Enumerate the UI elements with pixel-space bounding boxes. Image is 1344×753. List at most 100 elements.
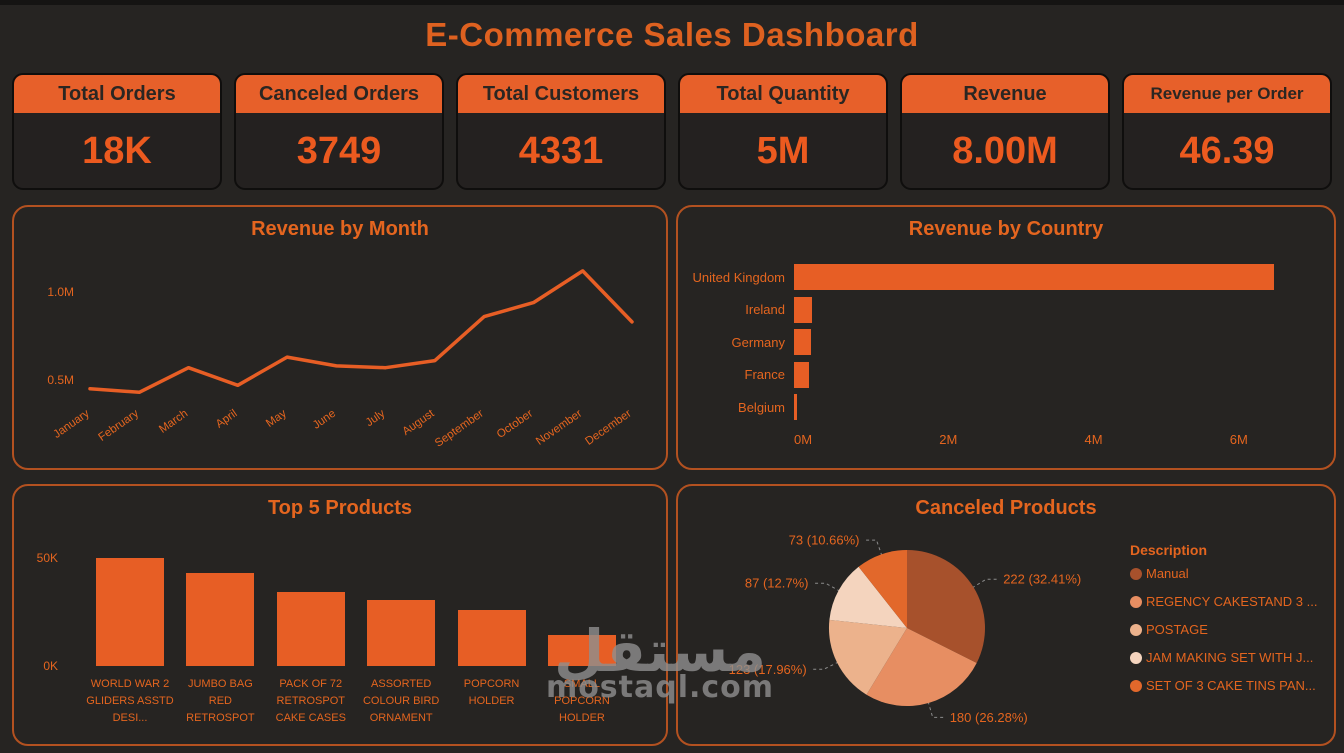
x-axis-tick: July — [364, 407, 388, 429]
top-5-products-chart[interactable] — [86, 558, 626, 666]
y-axis-tick: 50K — [36, 551, 58, 565]
country-bar[interactable] — [794, 264, 1275, 290]
legend-dot-icon — [1130, 679, 1142, 692]
product-bar[interactable] — [367, 599, 436, 666]
country-bar[interactable] — [794, 394, 797, 420]
revenue-by-country-chart[interactable]: United Kingdom Ireland Germany France Be… — [686, 264, 1326, 450]
legend-dot-icon — [1130, 623, 1142, 636]
country-row[interactable]: United Kingdom — [686, 264, 1326, 290]
pie-slice-1[interactable] — [866, 628, 977, 707]
x-axis-tick: December — [583, 408, 633, 448]
pie-callout-line — [811, 661, 839, 670]
product-label: ASSORTED COLOUR BIRD ORNAMENT — [362, 678, 440, 725]
legend-label: Manual — [1146, 566, 1189, 581]
pie-callout-line — [927, 701, 945, 718]
chart-title: Canceled Products — [915, 497, 1097, 519]
pie-legend-items: Manual REGENCY CAKESTAND 3 ... POSTAGE J… — [1130, 566, 1330, 693]
pie-callout-line — [813, 582, 841, 592]
pie-slice-2[interactable] — [828, 619, 907, 695]
kpi-label: Revenue — [902, 75, 1108, 113]
product-bar[interactable] — [457, 609, 526, 666]
product-bar[interactable] — [276, 592, 345, 666]
canceled-products-card: Canceled Products 222 (32.41%) 180 (26.28… — [676, 484, 1336, 746]
product-label: JUMBO BAG RED RETROSPOT — [186, 678, 255, 725]
x-axis-tick: November — [534, 408, 584, 448]
x-axis: 0M 2M 4M 6M — [686, 432, 1326, 450]
pie-callout-label: 180 (26.28%) — [950, 710, 1028, 725]
x-axis-tick: 4M — [1084, 432, 1103, 447]
legend-label: SET OF 3 CAKE TINS PAN... — [1146, 678, 1316, 693]
legend-item[interactable]: JAM MAKING SET WITH J... — [1130, 650, 1330, 665]
legend-label: REGENCY CAKESTAND 3 ... — [1146, 594, 1318, 609]
country-bar[interactable] — [794, 296, 813, 323]
legend-item[interactable]: SET OF 3 CAKE TINS PAN... — [1130, 678, 1330, 693]
legend-dot-icon — [1130, 651, 1142, 664]
pie-callout-label: 73 (10.66%) — [789, 533, 860, 548]
y-axis-tick: 0.5M — [47, 373, 74, 387]
kpi-label: Total Quantity — [680, 75, 886, 113]
legend-label: JAM MAKING SET WITH J... — [1146, 650, 1314, 665]
y-axis-tick: 0K — [43, 659, 58, 673]
x-axis-tick: January — [51, 407, 92, 440]
kpi-row: Total Orders 18K Canceled Orders 3749 To… — [12, 73, 1332, 190]
product-label: SMALL POPCORN HOLDER — [554, 678, 610, 725]
country-label: Ireland — [745, 302, 785, 317]
country-bar[interactable] — [794, 361, 809, 388]
kpi-value: 4331 — [518, 130, 604, 172]
revenue-by-country-card: Revenue by Country United Kingdom Irelan… — [676, 205, 1336, 470]
x-axis-tick: 6M — [1229, 432, 1248, 447]
product-label: WORLD WAR 2 GLIDERS ASSTD DESI... — [86, 678, 174, 725]
kpi-card-revenue[interactable]: Revenue 8.00M — [900, 73, 1110, 190]
country-row[interactable]: Belgium — [686, 394, 1326, 420]
pie-callout-label: 222 (32.41%) — [1003, 572, 1081, 587]
kpi-value: 46.39 — [1179, 130, 1275, 172]
kpi-card-revenue-per-order[interactable]: Revenue per Order 46.39 — [1122, 73, 1332, 190]
legend-item[interactable]: REGENCY CAKESTAND 3 ... — [1130, 594, 1330, 609]
pie-slice-0[interactable] — [907, 550, 985, 663]
kpi-label: Total Orders — [14, 75, 220, 113]
kpi-label: Revenue per Order — [1124, 75, 1330, 113]
chart-title: Revenue by Month — [251, 218, 429, 240]
kpi-value: 5M — [756, 130, 810, 172]
x-axis-tick: August — [400, 407, 437, 438]
x-axis-tick: May — [264, 407, 289, 429]
pie-slice-4[interactable] — [858, 550, 907, 628]
canceled-products-pie[interactable]: 222 (32.41%) 180 (26.28%) 123 (17.96%) 87 (… — [678, 486, 1128, 744]
y-axis-tick: 1.0M — [47, 285, 74, 299]
kpi-card-canceled-orders[interactable]: Canceled Orders 3749 — [234, 73, 444, 190]
top-5-products-card: Top 5 Products 50K 0K WORLD WAR 2 GLIDER… — [12, 484, 668, 746]
country-bar[interactable] — [794, 329, 811, 355]
x-axis-tick: October — [495, 408, 536, 441]
x-axis-tick: March — [157, 408, 190, 436]
x-axis-tick: 2M — [939, 432, 958, 447]
pie-callout-label: 87 (12.7%) — [745, 576, 809, 591]
kpi-card-total-customers[interactable]: Total Customers 4331 — [456, 73, 666, 190]
kpi-label: Total Customers — [458, 75, 664, 113]
country-row[interactable]: Ireland — [686, 296, 1326, 323]
legend-item[interactable]: Manual — [1130, 566, 1330, 581]
pie-callout-line — [864, 539, 883, 556]
x-axis-tick: 0M — [793, 432, 813, 447]
kpi-label: Canceled Orders — [236, 75, 442, 113]
product-bar[interactable] — [547, 634, 616, 666]
pie-callout-line — [971, 578, 999, 589]
kpi-card-total-quantity[interactable]: Total Quantity 5M — [678, 73, 888, 190]
country-label: France — [744, 367, 785, 382]
country-row[interactable]: France — [686, 361, 1326, 388]
x-axis-tick: June — [311, 408, 338, 432]
page-title: E-Commerce Sales Dashboard — [425, 16, 919, 53]
country-label: Germany — [731, 334, 785, 350]
pie-slice-3[interactable] — [829, 566, 907, 628]
product-bar[interactable] — [186, 572, 255, 666]
kpi-value: 8.00M — [952, 130, 1058, 172]
kpi-value: 3749 — [296, 130, 382, 172]
product-bar[interactable] — [96, 558, 164, 666]
revenue-by-month-chart[interactable]: 1.0M 0.5M January February March April May June… — [14, 207, 666, 468]
x-axis-tick: September — [433, 408, 486, 450]
legend-item[interactable]: POSTAGE — [1130, 622, 1330, 637]
country-row[interactable]: Germany — [686, 329, 1326, 355]
x-axis-tick: April — [214, 408, 240, 431]
chart-title: Top 5 Products — [267, 497, 413, 519]
revenue-line[interactable] — [88, 269, 634, 395]
kpi-card-total-orders[interactable]: Total Orders 18K — [12, 73, 222, 190]
